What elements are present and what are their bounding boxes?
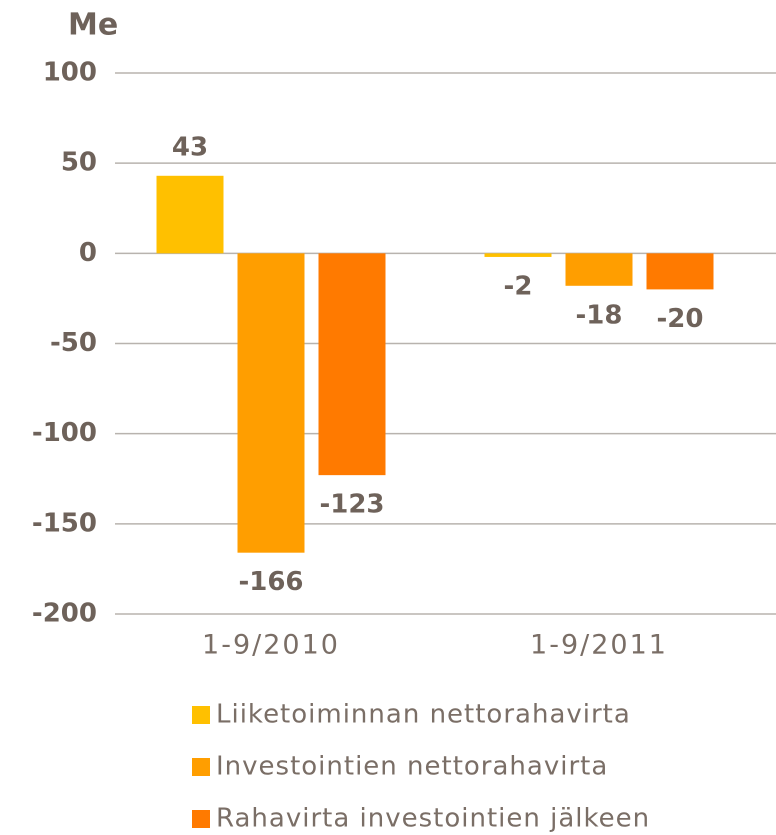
y-tick-label: -200 bbox=[32, 599, 97, 629]
value-label: -20 bbox=[657, 304, 704, 334]
y-tick-label: 100 bbox=[43, 58, 97, 88]
bar bbox=[156, 175, 224, 254]
bar bbox=[646, 253, 714, 290]
bar bbox=[484, 253, 552, 257]
x-tick-label: 1-9/2010 bbox=[202, 630, 340, 661]
y-tick-label: 0 bbox=[79, 238, 97, 268]
legend-swatch bbox=[192, 758, 210, 776]
y-tick-label: 50 bbox=[61, 148, 97, 178]
value-label: -166 bbox=[238, 567, 303, 597]
value-label: -2 bbox=[504, 271, 533, 301]
bar bbox=[237, 253, 305, 553]
chart-title: Me bbox=[68, 8, 118, 43]
value-label: 43 bbox=[172, 132, 208, 162]
legend-label: Investointien nettorahavirta bbox=[216, 752, 608, 782]
value-label: -123 bbox=[319, 490, 384, 520]
legend-label: Rahavirta investointien jälkeen bbox=[216, 804, 650, 834]
value-label: -18 bbox=[576, 300, 623, 330]
legend-swatch bbox=[192, 706, 210, 724]
legend-label: Liiketoiminnan nettorahavirta bbox=[216, 700, 631, 730]
y-tick-label: -100 bbox=[32, 418, 97, 448]
legend-swatch bbox=[192, 810, 210, 828]
bar bbox=[565, 253, 633, 286]
bar bbox=[318, 253, 386, 476]
y-tick-label: -150 bbox=[32, 508, 97, 538]
x-tick-label: 1-9/2011 bbox=[530, 630, 668, 661]
y-tick-label: -50 bbox=[50, 328, 97, 358]
